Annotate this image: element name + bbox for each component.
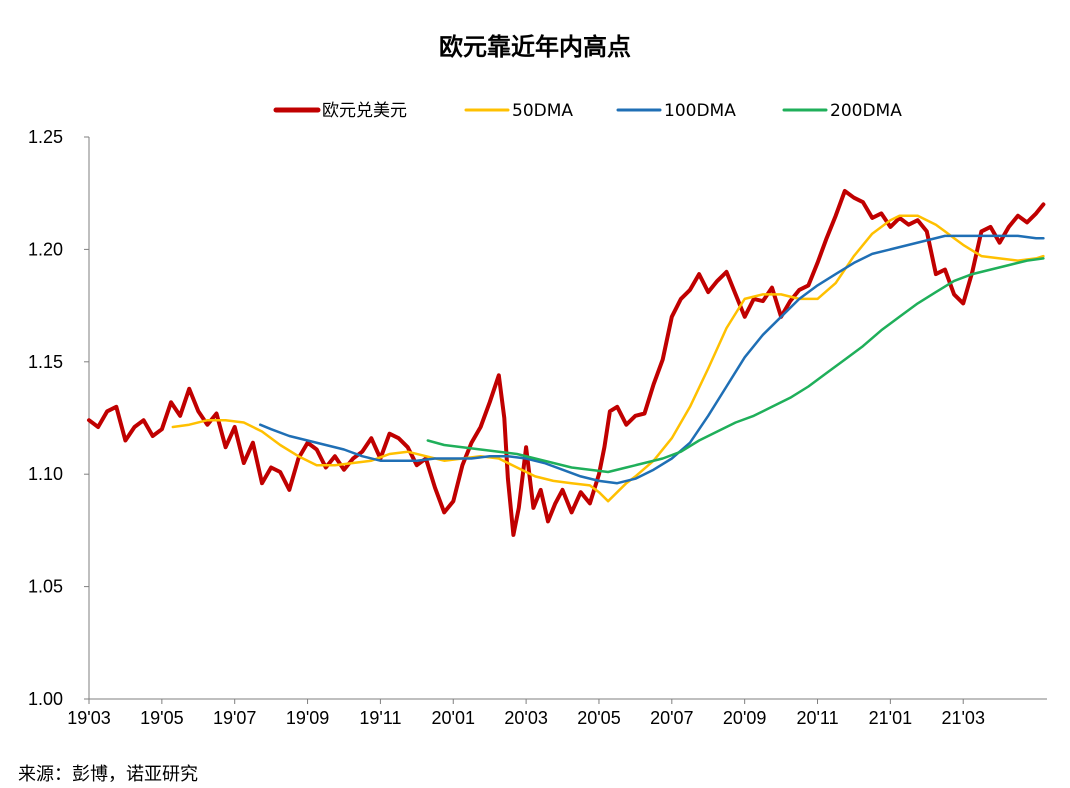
x-tick-label: 19'05 [140,708,183,728]
legend-label-dma200: 200DMA [830,101,902,121]
legend-label-dma100: 100DMA [664,101,736,121]
y-tick-label: 1.15 [28,352,63,372]
y-tick-label: 1.05 [28,577,63,597]
series-line-dma50 [171,214,1045,503]
x-axis: 19'03 19'05 19'07 19'09 19'11 20'01 20'03 20'05… [67,698,1047,728]
y-tick-label: 1.10 [28,464,63,484]
x-tick-label: 21'01 [869,708,912,728]
x-tick-label: 19'03 [67,708,110,728]
legend-label-dma50: 50DMA [512,101,573,121]
series-line-eurusd [87,189,1046,537]
y-tick-label: 1.25 [28,127,63,147]
legend: 欧元兑美元 50DMA 100DMA 200DMA [273,101,902,121]
x-tick-label: 19'11 [359,708,401,728]
y-tick-label: 1.20 [28,239,63,259]
x-tick-label: 19'07 [213,708,256,728]
plot-lines [87,189,1046,537]
y-axis: 1.25 1.20 1.15 1.10 1.05 1.00 [28,127,90,709]
x-tick-label: 20'01 [432,708,475,728]
x-tick-label: 19'09 [286,708,329,728]
chart-title: 欧元靠近年内高点 [439,33,631,61]
source-note: 来源：彭博，诺亚研究 [18,764,198,785]
x-tick-label: 20'09 [723,708,766,728]
legend-label-eurusd: 欧元兑美元 [322,101,407,121]
x-tick-label: 21'03 [941,708,984,728]
series-line-dma100 [258,234,1045,485]
series-line-dma200 [426,257,1045,474]
x-tick-label: 20'07 [650,708,693,728]
x-tick-label: 20'11 [796,708,838,728]
x-tick-label: 20'05 [577,708,620,728]
x-tick-label: 20'03 [504,708,547,728]
y-tick-label: 1.00 [28,689,63,709]
